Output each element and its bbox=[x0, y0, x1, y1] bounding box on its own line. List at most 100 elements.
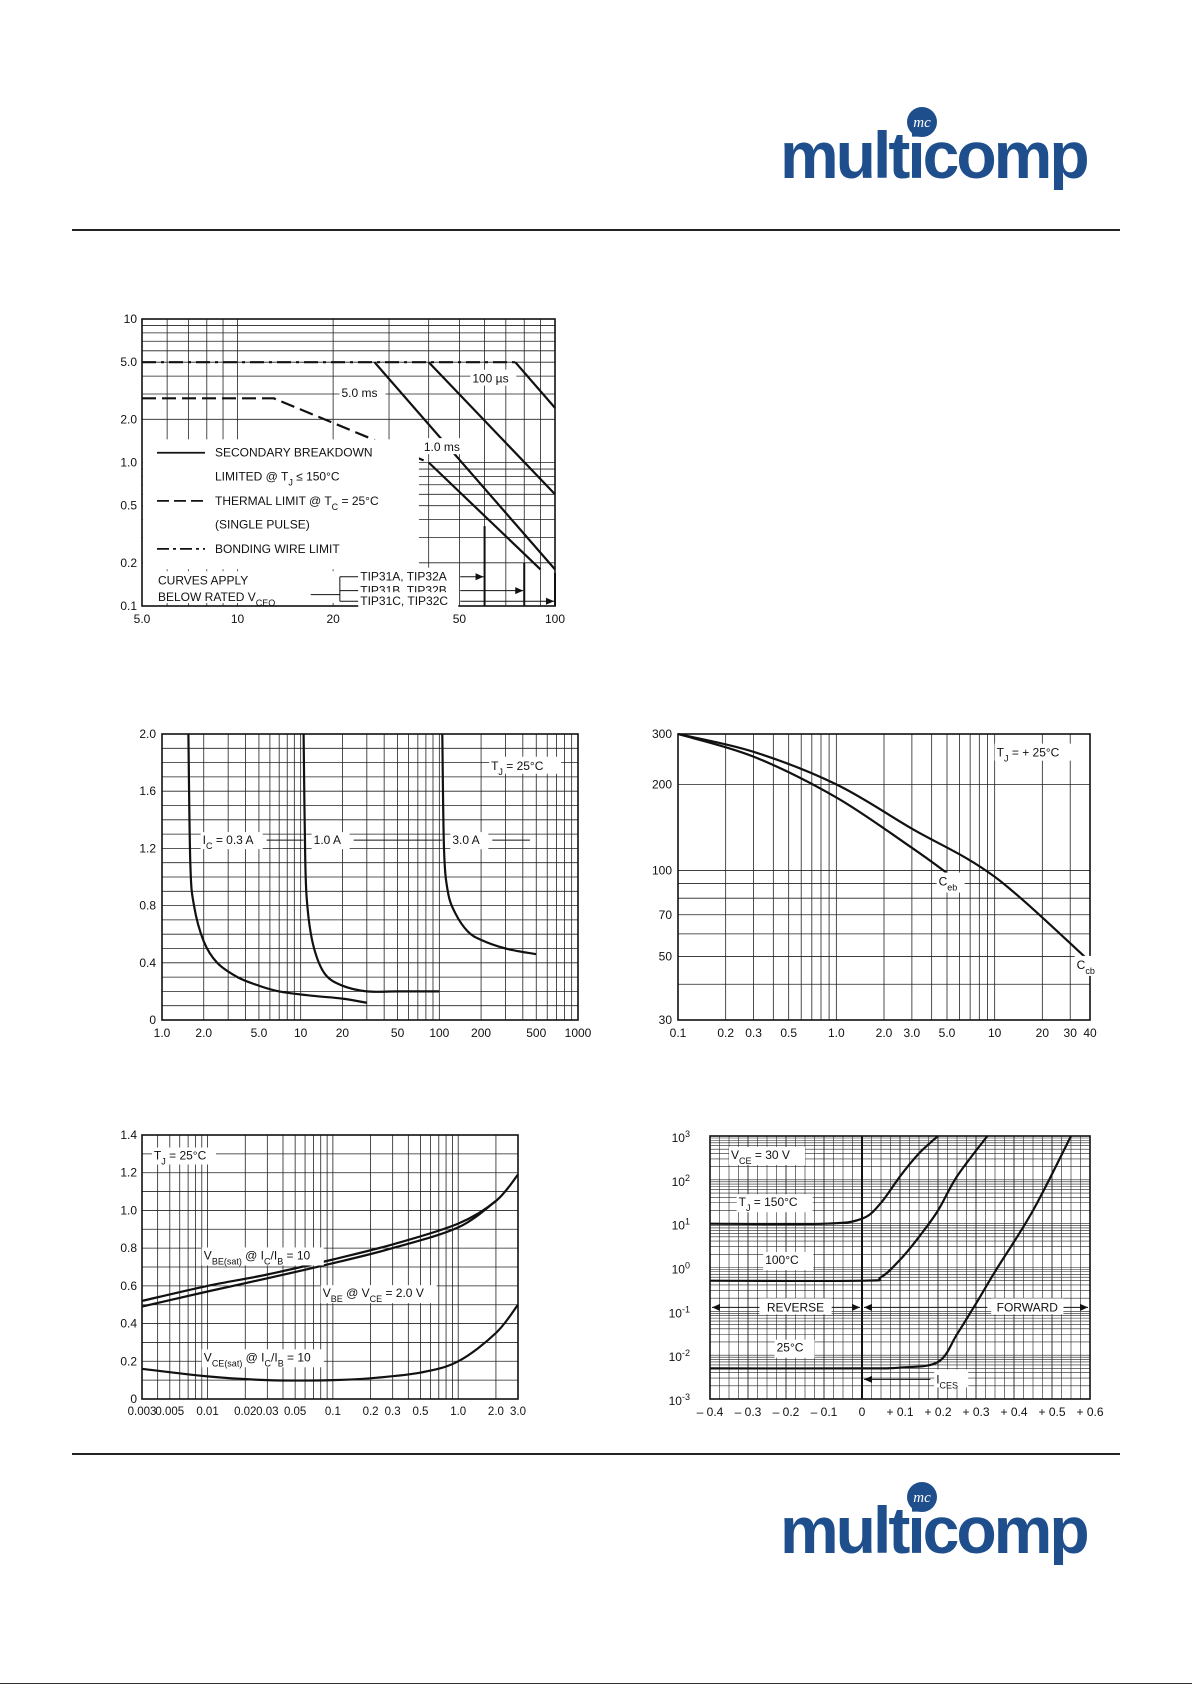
curve-100c bbox=[709, 1135, 989, 1283]
x-tick-label: 0.5 bbox=[412, 1406, 428, 1418]
x-tick-label: 0.5 bbox=[780, 1026, 797, 1040]
x-tick-label: 0.02 bbox=[234, 1406, 256, 1418]
x-tick-label: 0.1 bbox=[670, 1026, 687, 1040]
soa-chart: 5.0 10 20 50 100 10 5.0 2.0 1.0 0.5 0.2 0.1 100 µs 5.… bbox=[120, 312, 565, 626]
y-tick-label: 100 bbox=[672, 1261, 690, 1277]
curve-dc bbox=[427, 461, 542, 571]
saturation-chart: 1.0 2.0 5.0 10 20 50 100 200 500 1000 2.0 1.6 1.2 0.8… bbox=[139, 727, 592, 1040]
cutoff-chart: – 0.4 – 0.3 – 0.2 – 0.1 0 + 0.1 + 0.2 + 0.3 + 0.… bbox=[669, 1129, 1104, 1419]
x-tick-label: 0.01 bbox=[196, 1406, 218, 1418]
y-tick-label: 0.8 bbox=[139, 899, 156, 913]
x-tick-label: 20 bbox=[336, 1026, 350, 1040]
label-5ms: 5.0 ms bbox=[341, 386, 377, 400]
y-tick-label: 70 bbox=[659, 908, 673, 922]
x-tick-label: 1.0 bbox=[154, 1026, 171, 1040]
x-tick-label: 0.003 bbox=[128, 1406, 157, 1418]
arrow-head bbox=[546, 597, 554, 605]
x-tick-label: 1.0 bbox=[828, 1026, 845, 1040]
note-below-rated: BELOW RATED VCEO bbox=[158, 590, 275, 608]
y-tick-label: 0 bbox=[149, 1013, 156, 1027]
y-tick-label: 10 bbox=[124, 312, 138, 326]
tip-label: TIP31A, TIP32A bbox=[360, 570, 447, 584]
label-background bbox=[358, 567, 459, 584]
y-tick-label: 0.4 bbox=[120, 1317, 137, 1331]
curve-vbe bbox=[141, 1200, 497, 1308]
label-vce: VCE = 30 V bbox=[731, 1148, 790, 1166]
label-100c: 100°C bbox=[765, 1253, 799, 1267]
capacitance-chart: 0.1 0.2 0.3 0.5 1.0 2.0 3.0 5.0 10 20 30 40 300 200 10… bbox=[652, 727, 1103, 1040]
x-tick-label: 0.03 bbox=[256, 1406, 278, 1418]
label-ic-0.3a: IC = 0.3 A bbox=[203, 833, 254, 851]
y-tick-label: 0.1 bbox=[120, 599, 137, 613]
arrow-head bbox=[1080, 1303, 1088, 1311]
label-background bbox=[421, 438, 468, 455]
x-tick-label: 0.005 bbox=[155, 1406, 184, 1418]
x-tick-label: 50 bbox=[391, 1026, 405, 1040]
x-tick-label: 100 bbox=[429, 1026, 449, 1040]
label-background bbox=[991, 1298, 1064, 1315]
label-vbe: VBE @ VCE = 2.0 V bbox=[323, 1286, 424, 1304]
x-tick-label: 20 bbox=[326, 612, 340, 626]
curve-25c bbox=[709, 1135, 1072, 1370]
y-tick-label: 101 bbox=[672, 1217, 690, 1233]
x-tick-label: 40 bbox=[1083, 1026, 1097, 1040]
label-1ms: 1.0 ms bbox=[424, 440, 460, 454]
x-tick-label: 10 bbox=[294, 1026, 308, 1040]
x-tick-label: 5.0 bbox=[251, 1026, 268, 1040]
x-tick-label: 0.2 bbox=[363, 1406, 379, 1418]
label-tj: TJ = + 25°C bbox=[997, 746, 1060, 764]
x-tick-label: 1000 bbox=[565, 1026, 592, 1040]
note-curves-apply: CURVES APPLY bbox=[158, 574, 248, 588]
label-100us: 100 µs bbox=[472, 372, 508, 386]
y-tick-label: 30 bbox=[659, 1013, 673, 1027]
legend-secondary-breakdown: SECONDARY BREAKDOWN bbox=[215, 446, 373, 460]
y-tick-label: 1.0 bbox=[120, 1203, 137, 1217]
label-background bbox=[994, 743, 1079, 761]
label-background bbox=[489, 756, 562, 774]
footer-rule bbox=[72, 1453, 1120, 1455]
x-tick-label: 50 bbox=[453, 612, 467, 626]
x-tick-label: – 0.4 bbox=[697, 1405, 724, 1419]
x-tick-label: + 0.3 bbox=[962, 1405, 989, 1419]
label-background bbox=[936, 872, 965, 893]
x-tick-label: 10 bbox=[231, 612, 245, 626]
logo-badge-footer bbox=[907, 1482, 937, 1512]
x-tick-label: – 0.1 bbox=[811, 1405, 838, 1419]
label-forward: FORWARD bbox=[997, 1300, 1059, 1314]
label-background bbox=[151, 1147, 216, 1165]
y-tick-label: 102 bbox=[672, 1173, 690, 1189]
curve-1a bbox=[302, 733, 440, 993]
x-tick-label: 30 bbox=[1064, 1026, 1078, 1040]
label-background bbox=[358, 592, 459, 609]
label-ices: ICES bbox=[936, 1372, 958, 1390]
label-background bbox=[339, 384, 386, 401]
x-tick-label: 5.0 bbox=[134, 612, 151, 626]
label-background bbox=[763, 1252, 814, 1271]
y-tick-label: 10-1 bbox=[669, 1304, 690, 1320]
arrow-head bbox=[475, 573, 484, 581]
label-background bbox=[201, 1247, 324, 1266]
y-tick-label: 1.2 bbox=[120, 1166, 137, 1180]
multicomp-logo: multicomp mc bbox=[780, 107, 1090, 190]
label-background bbox=[729, 1146, 805, 1165]
curve-100us bbox=[514, 361, 556, 409]
arrow-head bbox=[864, 1375, 872, 1383]
y-tick-label: 0 bbox=[130, 1392, 137, 1406]
x-tick-label: 0.3 bbox=[745, 1026, 762, 1040]
logo-badge bbox=[907, 107, 937, 137]
y-tick-label: 0.2 bbox=[120, 556, 137, 570]
curve-0.3a bbox=[187, 733, 367, 1004]
curve-3a bbox=[441, 733, 537, 956]
y-tick-label: 300 bbox=[652, 727, 672, 741]
label-tj: TJ = 25°C bbox=[154, 1149, 207, 1167]
curve-vce-sat bbox=[141, 1304, 519, 1382]
label-ceb: Ceb bbox=[939, 875, 958, 893]
arrow-head bbox=[712, 1303, 720, 1311]
x-tick-label: 2.0 bbox=[488, 1406, 504, 1418]
label-background bbox=[774, 1339, 815, 1358]
tip-label: TIP31C, TIP32C bbox=[360, 594, 448, 608]
label-25c: 25°C bbox=[777, 1341, 804, 1355]
y-tick-label: 1.6 bbox=[139, 784, 156, 798]
plot-frame bbox=[709, 1135, 1091, 1400]
x-tick-label: 0.1 bbox=[325, 1406, 341, 1418]
